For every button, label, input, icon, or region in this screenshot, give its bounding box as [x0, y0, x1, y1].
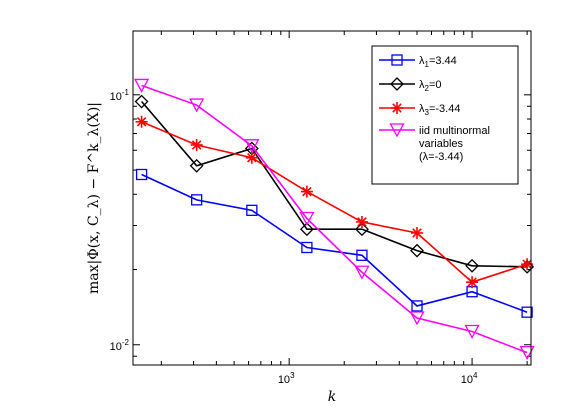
series-1 — [135, 168, 533, 318]
data-point — [521, 306, 533, 318]
data-point — [410, 243, 424, 258]
series-2 — [134, 94, 535, 274]
data-point — [189, 98, 205, 113]
series-line — [141, 84, 528, 354]
legend-box — [371, 45, 519, 185]
data-point — [465, 258, 479, 273]
data-point — [299, 211, 315, 226]
data-point — [355, 222, 369, 237]
legend-label: iid multinormal — [419, 125, 490, 137]
data-point — [190, 138, 203, 151]
legend-marker — [391, 54, 403, 66]
series-3 — [135, 115, 534, 289]
x-tick-label: 104 — [461, 371, 478, 386]
legend-label: variables — [419, 138, 464, 150]
x-tick-label: 103 — [278, 371, 295, 386]
data-point — [466, 276, 479, 289]
x-axis-label: k — [328, 389, 336, 405]
data-point — [354, 265, 370, 280]
legend-marker — [389, 123, 405, 138]
y-tick-label: 10-2 — [110, 338, 130, 353]
data-point — [356, 249, 368, 261]
data-point — [519, 346, 535, 361]
data-point — [411, 300, 423, 312]
data-point — [355, 215, 368, 228]
data-point — [189, 158, 204, 173]
legend-label: λ2=0 — [419, 79, 442, 93]
data-point — [191, 194, 203, 206]
data-point — [300, 185, 313, 198]
series-layer — [134, 78, 535, 361]
series-4 — [134, 78, 535, 361]
legend-label: λ1=3.44 — [419, 55, 457, 69]
data-point — [134, 94, 149, 109]
series-line — [140, 101, 528, 268]
legend-marker — [390, 77, 404, 91]
series-line — [141, 121, 528, 284]
data-point — [411, 226, 424, 239]
legend-marker — [391, 102, 403, 114]
data-point — [246, 204, 258, 216]
y-axis-label: max|Φ(x, C_λ) − F^k_λ(X)| — [86, 102, 102, 294]
ticks: 103 104 10-2 10-1 — [110, 31, 531, 386]
data-point — [135, 168, 148, 181]
legend-label: (λ=-3.44) — [419, 151, 463, 163]
data-point — [409, 311, 425, 326]
data-point — [301, 241, 313, 254]
axes-box — [132, 30, 532, 366]
legend-label: λ3=-3.44 — [419, 103, 460, 117]
data-point — [464, 324, 480, 339]
y-tick-label: 10-1 — [110, 88, 130, 103]
data-point — [244, 139, 260, 154]
data-point — [245, 151, 258, 164]
data-point — [299, 222, 314, 237]
data-point — [135, 115, 148, 128]
data-point — [134, 78, 150, 93]
series-line — [141, 173, 528, 313]
legend: λ1=3.44 λ2=0 λ3=-3.44 iid multinormalvariab… — [371, 45, 519, 185]
